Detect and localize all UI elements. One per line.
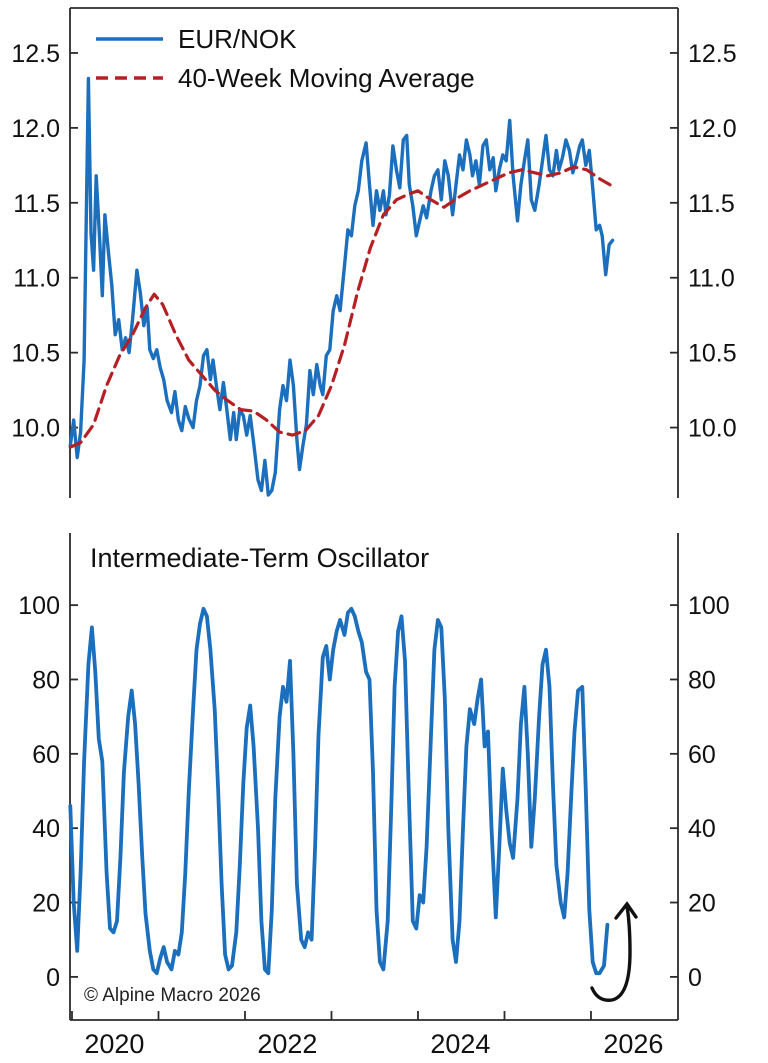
bottom-panel: Intermediate-Term Oscillator 100 100 80 80 6… <box>18 533 730 1021</box>
y-tick-label-right: 11.5 <box>688 190 735 218</box>
y-tick-label-right: 12.5 <box>688 40 737 68</box>
up-arrow-annotation <box>590 901 638 1002</box>
y-tick-label-right: 60 <box>688 741 716 769</box>
y-tick-label-left: 100 <box>18 592 60 620</box>
x-tick-label: 2022 <box>257 1029 317 1059</box>
legend: EUR/NOK 40-Week Moving Average <box>96 24 475 93</box>
y-tick-label-right: 12.0 <box>688 115 737 143</box>
top-panel-frame: 12.5 12.5 12.0 12.0 11.5 11.5 11.0 11.0 10.5 10.5… <box>11 7 737 498</box>
legend-label-eurnok: EUR/NOK <box>178 24 297 54</box>
y-tick-label-right: 10.5 <box>688 340 737 368</box>
y-tick-label-left: 0 <box>46 964 60 992</box>
y-tick-label-right: 20 <box>688 890 716 918</box>
copyright: © Alpine Macro 2026 <box>84 985 261 1006</box>
series-line-eur-nok <box>68 76 615 497</box>
y-tick-label-right: 11.0 <box>688 265 735 293</box>
legend-label-moving-average: 40-Week Moving Average <box>178 63 475 93</box>
top-panel: 12.5 12.5 12.0 12.0 11.5 11.5 11.0 11.0 10.5 10.5… <box>11 7 737 498</box>
y-tick-label-left: 12.5 <box>11 40 60 68</box>
series-line-intermediate-term-oscillator <box>68 606 610 976</box>
y-tick-label-right: 10.0 <box>688 415 737 443</box>
y-tick-label-left: 10.0 <box>11 415 60 443</box>
y-tick-label-left: 80 <box>32 666 60 694</box>
y-tick-label-left: 11.0 <box>13 265 60 293</box>
series-line-40-week-moving-average <box>68 165 612 449</box>
bottom-panel-frame: 100 100 80 80 60 60 40 40 20 20 0 0 <box>18 533 730 1021</box>
y-tick-label-right: 80 <box>688 666 716 694</box>
y-tick-label-left: 11.5 <box>13 190 60 218</box>
up-arrow-head <box>614 901 638 920</box>
bottom-panel-series <box>68 606 610 976</box>
bottom-panel-title: Intermediate-Term Oscillator <box>90 543 429 573</box>
y-tick-label-right: 40 <box>688 815 716 843</box>
x-tick-label: 2026 <box>603 1029 663 1059</box>
y-tick-label-left: 12.0 <box>11 115 60 143</box>
y-tick-label-left: 20 <box>32 890 60 918</box>
y-tick-label-right: 100 <box>688 592 730 620</box>
y-tick-label-left: 60 <box>32 741 60 769</box>
x-tick-label: 2024 <box>430 1029 490 1059</box>
y-tick-label-left: 10.5 <box>11 340 60 368</box>
x-axis-labels: 2020 2022 2024 2026 <box>84 1029 663 1059</box>
up-arrow-curve <box>590 904 632 1002</box>
x-tick-label: 2020 <box>84 1029 144 1059</box>
y-tick-label-right: 0 <box>688 964 702 992</box>
top-panel-series <box>68 76 615 497</box>
y-tick-label-left: 40 <box>32 815 60 843</box>
